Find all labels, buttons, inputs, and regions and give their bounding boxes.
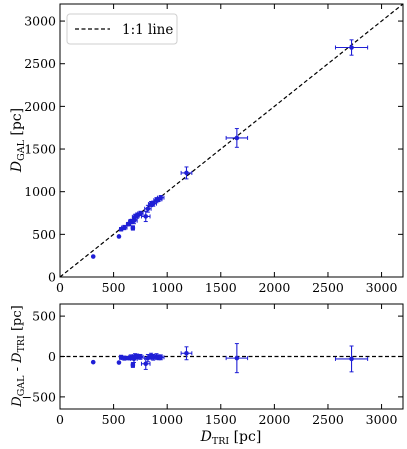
y-tick-label: 0 [48, 270, 56, 285]
data-point [116, 360, 122, 365]
top-y-axis-label: DGAL [pc] [9, 108, 27, 173]
y-tick-label: 500 [32, 309, 56, 324]
legend: 1:1 line [66, 13, 178, 45]
data-point [140, 210, 151, 223]
point-marker [158, 355, 164, 360]
y-tick-label: −500 [22, 389, 56, 404]
x-tick-label: 1500 [205, 412, 237, 427]
x-tick-label: 1500 [205, 280, 237, 295]
x-tick-label: 2500 [312, 412, 344, 427]
point-marker [234, 135, 240, 141]
y-tick-label: 2500 [24, 56, 56, 71]
data-point [137, 353, 144, 360]
point-marker [116, 234, 122, 239]
point-marker [116, 360, 122, 365]
y-tick-label: 2000 [24, 99, 56, 114]
point-marker [143, 214, 149, 219]
y-tick-label: 0 [48, 349, 56, 364]
point-marker [122, 355, 127, 361]
point-marker [138, 211, 143, 216]
x-tick-label: 1000 [151, 280, 183, 295]
data-point [157, 195, 165, 201]
point-marker [349, 45, 354, 50]
point-marker [184, 170, 189, 176]
x-tick-label: 0 [56, 412, 64, 427]
data-point [121, 224, 128, 231]
data-point [137, 210, 144, 217]
top-data-points [90, 39, 369, 259]
data-point [90, 359, 96, 365]
x-tick-label: 500 [102, 280, 126, 295]
top-panel: 0 500 1000 1500 2000 2500 3000 0 500 1000 1500 2000… [9, 3, 404, 295]
x-tick-label: 2500 [312, 280, 344, 295]
data-point [116, 234, 122, 239]
y-tick-label: 1000 [24, 184, 56, 199]
bottom-x-axis-label: DTRI [pc] [200, 429, 262, 447]
y-tick-label: 3000 [24, 14, 56, 29]
data-point [157, 354, 165, 361]
bottom-y-axis-label: DGAL - DTRI [pc] [10, 305, 27, 407]
x-tick-label: 0 [56, 280, 64, 295]
one-to-one-dashed-line [59, 3, 404, 278]
data-point [180, 166, 193, 180]
data-point [130, 362, 136, 368]
point-marker [90, 254, 96, 259]
x-tick-label: 2000 [258, 280, 290, 295]
data-point [130, 225, 136, 231]
data-point [90, 254, 96, 259]
data-point [225, 128, 249, 148]
data-point [334, 39, 369, 56]
point-marker [130, 225, 136, 231]
point-marker [138, 354, 143, 360]
data-point [149, 200, 157, 207]
top-ticks: 0 500 1000 1500 2000 2500 3000 0 500 1000 1500 2000… [24, 4, 403, 295]
point-marker [122, 225, 127, 230]
top-axes-frame [59, 3, 404, 278]
point-marker [184, 350, 189, 356]
x-tick-label: 3000 [366, 280, 398, 295]
point-marker [349, 356, 354, 362]
data-point [121, 355, 128, 361]
point-marker [158, 195, 164, 200]
point-marker [234, 355, 240, 361]
x-tick-label: 2000 [258, 412, 290, 427]
point-marker [143, 361, 149, 367]
data-point [334, 345, 369, 373]
point-marker [130, 362, 136, 368]
one-to-one-line [59, 3, 404, 278]
point-marker [90, 359, 96, 365]
x-tick-label: 1000 [151, 412, 183, 427]
x-tick-label: 3000 [366, 412, 398, 427]
y-tick-label: 1500 [24, 142, 56, 157]
point-marker [145, 206, 151, 212]
y-tick-label: 500 [32, 227, 56, 242]
legend-label: 1:1 line [122, 22, 173, 38]
legend-box [66, 13, 178, 45]
point-marker [150, 201, 156, 206]
data-point [144, 204, 152, 213]
x-tick-label: 500 [102, 412, 126, 427]
data-point [180, 346, 193, 361]
data-point [225, 343, 249, 374]
bottom-data-points [90, 343, 369, 374]
